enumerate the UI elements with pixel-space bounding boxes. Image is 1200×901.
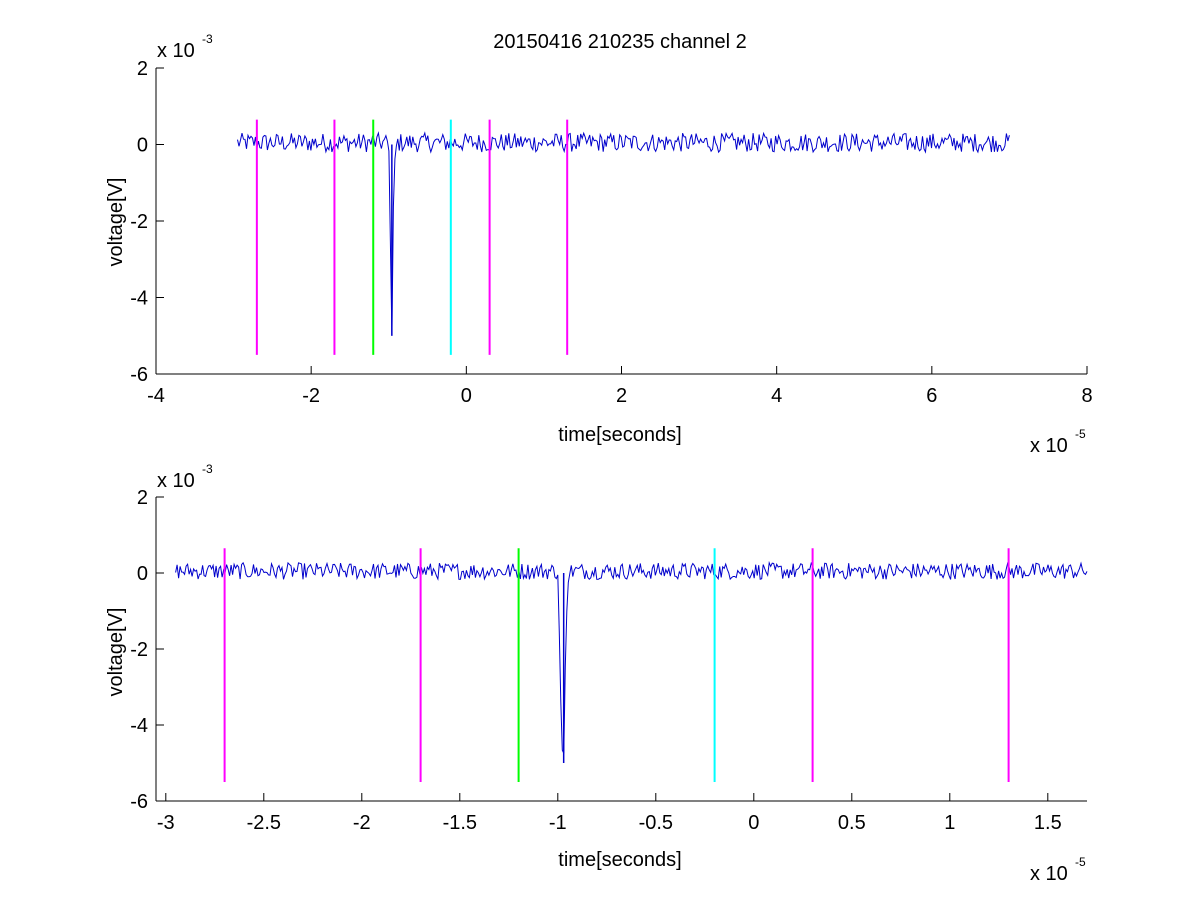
signal-trace: [175, 560, 1088, 754]
x-exponent-base: x 10: [1030, 435, 1068, 457]
y-exponent-top: x 10 -3: [157, 32, 213, 62]
y-tick-label: -6: [130, 364, 148, 386]
x-tick-label: 4: [771, 385, 782, 407]
subplot-top: 20150416 210235 channel 2 x 10 -3 voltag…: [105, 31, 1093, 457]
x-tick-label: -2.5: [247, 812, 281, 834]
x-tick-label: -2: [353, 812, 371, 834]
signal-trace: [237, 131, 1010, 336]
x-exponent-power: -5: [1075, 427, 1086, 441]
y-exponent-power: -3: [202, 462, 213, 476]
x-tick-label: -1.5: [443, 812, 477, 834]
y-exponent-base: x 10: [157, 470, 195, 492]
x-axis-label: time[seconds]: [558, 849, 681, 871]
x-tick-label: 0: [461, 385, 472, 407]
x-tick-label: 8: [1081, 385, 1092, 407]
plot-area-top: -4 -2 0 2 4 6 8-6-4-202: [130, 58, 1092, 407]
x-tick-label: 2: [616, 385, 627, 407]
chart-title: 20150416 210235 channel 2: [493, 31, 747, 53]
y-tick-label: -2: [130, 639, 148, 661]
y-exponent-base: x 10: [157, 40, 195, 62]
y-exponent-power: -3: [202, 32, 213, 46]
x-axis-label: time[seconds]: [558, 424, 681, 446]
y-tick-label: 0: [137, 135, 148, 157]
x-tick-label: 6: [926, 385, 937, 407]
x-tick-label: 1.5: [1034, 812, 1062, 834]
x-tick-label: 0: [748, 812, 759, 834]
x-tick-label: -1: [549, 812, 567, 834]
plot-area-bottom: -3 -2.5 -2 -1.5 -1 -0.5 0 0.5 1 1.5 -6 -4 -2 0 2: [130, 487, 1088, 834]
y-tick-label: -6: [130, 791, 148, 813]
y-exponent-bottom: x 10 -3: [157, 462, 213, 492]
x-tick-label: -2: [302, 385, 320, 407]
y-tick-label: -4: [130, 288, 148, 310]
x-tick-label: -0.5: [639, 812, 673, 834]
x-exponent-top: x 10 -5: [1030, 427, 1086, 457]
x-tick-label: -3: [157, 812, 175, 834]
x-exponent-power: -5: [1075, 855, 1086, 869]
x-tick-label: -4: [147, 385, 165, 407]
y-axis-label: voltage[V]: [105, 608, 127, 697]
y-tick-label: -2: [130, 211, 148, 233]
y-tick-label: 2: [137, 487, 148, 509]
x-exponent-bottom: x 10 -5: [1030, 855, 1086, 885]
x-exponent-base: x 10: [1030, 863, 1068, 885]
y-tick-label: 2: [137, 58, 148, 80]
x-tick-label: 1: [944, 812, 955, 834]
y-tick-label: 0: [137, 563, 148, 585]
subplot-bottom: x 10 -3 voltage[V] time[seconds] x 10 -5…: [105, 462, 1088, 885]
x-tick-label: 0.5: [838, 812, 866, 834]
y-tick-label: -4: [130, 715, 148, 737]
y-axis-label: voltage[V]: [105, 178, 127, 267]
